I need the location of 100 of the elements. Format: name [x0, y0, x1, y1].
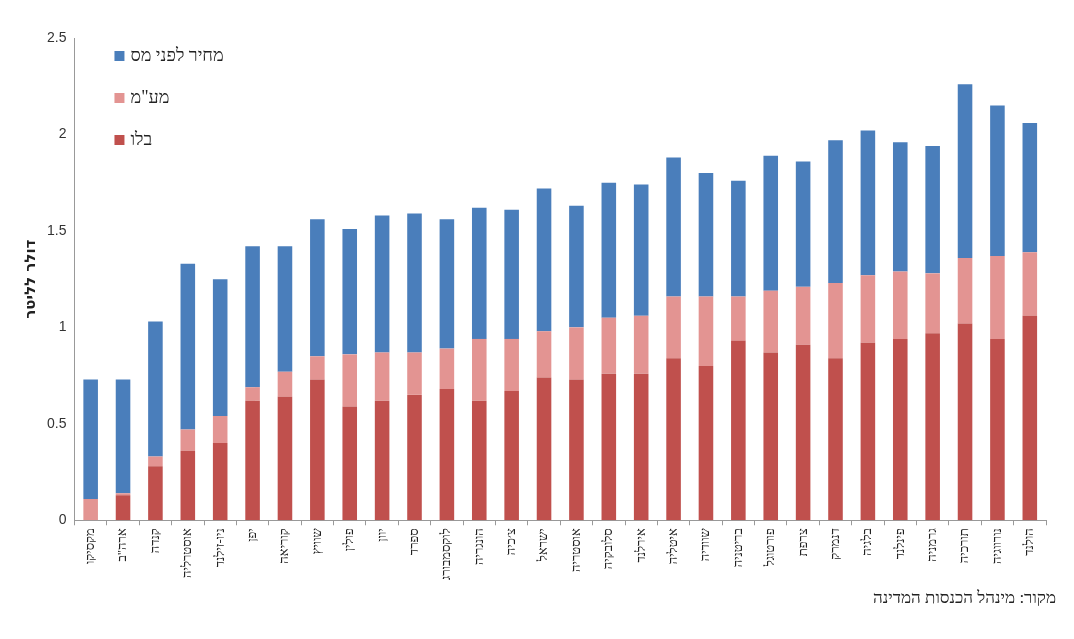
bar [633, 373, 649, 521]
bar [990, 255, 1005, 339]
x-tick-label: הולנד [1021, 528, 1037, 556]
x-tick-label: לוקסמבורג [438, 528, 454, 580]
bar [957, 84, 973, 258]
x-tick-label: יפן [244, 528, 259, 542]
bar [601, 373, 617, 521]
bar [731, 296, 746, 341]
bar [148, 321, 163, 457]
bar [471, 338, 487, 401]
text: מקור: מינהל הכנסות המדינה [872, 588, 1057, 608]
bar [374, 400, 390, 521]
bar [601, 317, 617, 374]
bar [115, 379, 131, 494]
bar [471, 207, 487, 339]
bar [277, 246, 293, 372]
bar [601, 182, 617, 318]
x-tick-label: ספרד [405, 528, 421, 556]
bar [342, 228, 358, 355]
x-tick-label: אוסטרליה [179, 528, 195, 578]
bar [148, 456, 163, 467]
legend-label: מחיר לפני מס [130, 44, 224, 65]
x-tick-label: נורווגיה [988, 528, 1004, 565]
bar [536, 331, 552, 378]
bar [763, 155, 779, 291]
x-tick-label: סלובקיה [600, 528, 616, 570]
legend-label: מע"מ [130, 86, 170, 107]
bar [212, 279, 228, 417]
bar [439, 219, 455, 349]
bar [666, 296, 681, 359]
bar [277, 396, 293, 521]
y-tick-label: 0.5 [46, 414, 67, 431]
bar [1022, 315, 1038, 521]
bar [277, 371, 293, 397]
bar [892, 338, 908, 521]
bar [731, 180, 746, 297]
bar [115, 495, 131, 521]
bar [310, 356, 325, 380]
x-tick-label: קוריאה [276, 528, 292, 564]
bar [407, 394, 422, 521]
legend-label: בלו [130, 128, 153, 149]
bar [83, 499, 98, 521]
bar [439, 389, 455, 521]
x-tick-label: בלגיה [859, 528, 875, 556]
bar [666, 358, 681, 521]
bar [212, 416, 228, 444]
x-tick-label: ישראל [535, 528, 551, 563]
bar [828, 358, 843, 521]
bar [666, 157, 681, 297]
bar [374, 352, 390, 401]
x-tick-label: קנדה [146, 528, 162, 554]
bar [407, 213, 422, 353]
bar [795, 161, 811, 287]
x-tick-label: בריטניה [729, 528, 745, 568]
bar [569, 205, 584, 328]
bar [698, 365, 714, 521]
bar [990, 338, 1005, 521]
bar [828, 282, 843, 359]
bar [860, 342, 876, 521]
bar [860, 275, 876, 343]
x-tick-label: פולין [341, 528, 357, 552]
x-tick-label: יוון [373, 528, 389, 542]
x-tick-label: פורטוגל [762, 528, 778, 568]
bar [892, 142, 908, 272]
bar [342, 354, 358, 407]
bar [698, 296, 714, 366]
bar [795, 344, 811, 521]
y-tick-label: 2 [58, 125, 67, 142]
bar [504, 391, 519, 521]
bar [245, 246, 260, 388]
y-axis-title: דולר לליטר [20, 239, 39, 319]
bar [925, 333, 940, 521]
bar [828, 140, 843, 283]
bar [925, 273, 940, 334]
bar [407, 352, 422, 395]
bar [1022, 252, 1038, 316]
x-tick-label: אוסטריה [567, 528, 583, 572]
bar [990, 105, 1005, 256]
x-tick-label: שוודיה [697, 527, 713, 562]
y-tick-label: 1 [58, 318, 67, 335]
y-tick-label: 1.5 [46, 221, 67, 238]
x-tick-label: ניו-זילנד [211, 528, 227, 568]
x-tick-label: תורכיה [956, 528, 972, 564]
bar [957, 257, 973, 324]
bar [569, 327, 584, 380]
bar [1022, 122, 1038, 253]
bar [180, 429, 196, 451]
y-tick-label: 2.5 [46, 28, 67, 45]
bar [310, 379, 325, 521]
bar [439, 348, 455, 390]
bar [925, 146, 940, 274]
bar [374, 215, 390, 353]
x-tick-label: ארה"ב [114, 528, 130, 562]
y-tick-label: 0 [58, 511, 67, 528]
bar [212, 443, 228, 521]
bar [245, 400, 260, 521]
x-tick-label: צרפת [794, 528, 810, 557]
bar [504, 209, 519, 339]
bar [633, 184, 649, 316]
x-tick-label: שוויץ [308, 527, 324, 555]
